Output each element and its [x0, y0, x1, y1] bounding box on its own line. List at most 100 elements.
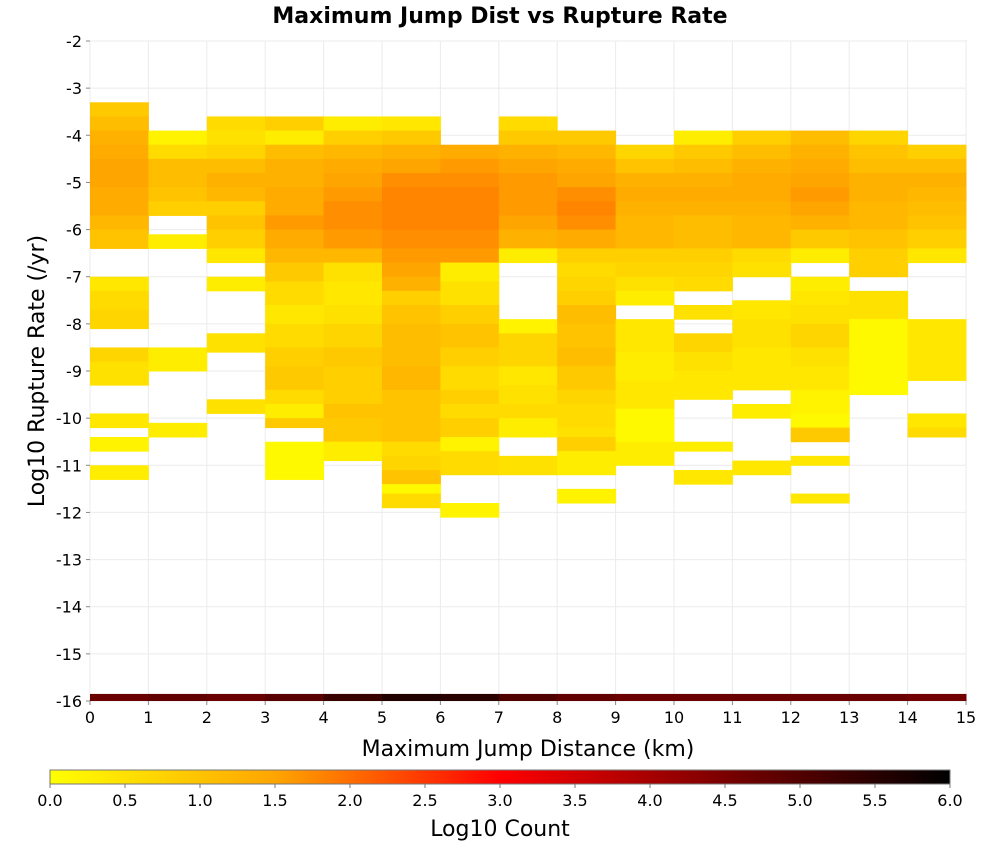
baseline-cell [265, 693, 325, 701]
heatmap-cell [382, 130, 441, 146]
heatmap-cell [323, 173, 383, 188]
heatmap-cell [615, 229, 675, 249]
heatmap-cell [382, 389, 441, 405]
chart-title: Maximum Jump Dist vs Rupture Rate [272, 4, 727, 29]
heatmap-cell [790, 201, 850, 216]
y-tick-label: -11 [56, 456, 82, 475]
heatmap-cell [790, 187, 850, 202]
heatmap-cell [206, 215, 266, 231]
heatmap-cell [323, 248, 383, 264]
heatmap-cell [206, 158, 266, 174]
baseline-cell [206, 693, 266, 701]
heatmap-cell [90, 347, 149, 363]
heatmap-cell [907, 248, 967, 264]
heatmap-cell [90, 276, 149, 292]
heatmap-cell [498, 116, 558, 132]
heatmap-cell [674, 248, 733, 264]
heatmap-cell [615, 262, 675, 278]
y-tick-label: -16 [56, 692, 82, 711]
heatmap-cell [907, 215, 967, 231]
heatmap-cell [323, 404, 383, 419]
heatmap-cell [732, 319, 792, 348]
x-tick-label: 14 [897, 708, 917, 727]
heatmap-cell [440, 389, 500, 405]
heatmap-cell [323, 347, 383, 367]
x-tick-label: 11 [722, 708, 742, 727]
heatmap-cell [498, 333, 558, 367]
heatmap-cell [557, 276, 617, 292]
heatmap-cell [498, 130, 558, 146]
heatmap-cell [206, 144, 266, 160]
heatmap-cell [615, 276, 675, 292]
heatmap-cell [265, 158, 325, 174]
heatmap-cell [148, 347, 208, 372]
heatmap-cell [90, 290, 149, 311]
heatmap-cell [849, 229, 909, 249]
heatmap-cell [674, 187, 733, 202]
heatmap-cell [557, 201, 617, 216]
heatmap-cell [382, 493, 441, 509]
x-tick-label: 6 [435, 708, 445, 727]
heatmap-cell [557, 215, 617, 231]
heatmap-cell [206, 187, 266, 202]
heatmap-cell [440, 281, 500, 306]
y-tick-label: -15 [56, 645, 82, 664]
heatmap-cell [382, 290, 441, 306]
heatmap-cell [790, 305, 850, 325]
heatmap-cell [790, 173, 850, 188]
heatmap-cell [382, 215, 441, 231]
heatmap-cell [732, 187, 792, 202]
heatmap-cell [790, 248, 850, 264]
heatmap-cell [615, 352, 675, 381]
x-tick-label: 8 [552, 708, 562, 727]
heatmap-cell [265, 418, 325, 429]
heatmap-cell [557, 144, 617, 160]
heatmap-cell [206, 130, 266, 146]
heatmap-cell [206, 333, 266, 353]
heatmap-cell [323, 116, 383, 132]
heatmap-cell [148, 187, 208, 202]
heatmap-cell [323, 366, 383, 391]
heatmap-cell [382, 305, 441, 325]
heatmap-cell [907, 427, 967, 438]
heatmap-cell [498, 229, 558, 249]
heatmap-cell [674, 470, 733, 485]
heatmap-cell [907, 319, 967, 353]
heatmap-cell [557, 488, 617, 504]
heatmap-cell [557, 262, 617, 278]
heatmap-cell [557, 323, 617, 348]
x-tick-label: 10 [664, 708, 684, 727]
heatmap-cell [90, 144, 149, 160]
heatmap-cell [498, 158, 558, 174]
heatmap-cell [382, 323, 441, 348]
baseline-cell [615, 693, 675, 701]
heatmap-cell [907, 229, 967, 249]
heatmap-cell [732, 158, 792, 174]
colorbar-tick-label: 6.0 [937, 791, 962, 810]
y-tick-label: -7 [66, 268, 82, 287]
heatmap-cell [615, 408, 675, 443]
heatmap-cell [732, 404, 792, 419]
heatmap-cell [790, 130, 850, 146]
heatmap-cell [615, 441, 675, 466]
heatmap-cell [206, 248, 266, 264]
heatmap-cell [382, 248, 441, 264]
baseline-cell [907, 693, 967, 701]
heatmap-cell [382, 347, 441, 367]
heatmap-cell [90, 361, 149, 386]
heatmap-cell [265, 215, 325, 231]
heatmap-cell [849, 130, 909, 146]
heatmap-cell [790, 413, 850, 429]
heatmap-cell [206, 276, 266, 292]
x-tick-label: 0 [85, 708, 95, 727]
baseline-strip [90, 693, 967, 701]
heatmap-cell [674, 276, 733, 292]
heatmap-cell [265, 201, 325, 216]
colorbar-tick-label: 1.5 [262, 791, 287, 810]
heatmap-cell [440, 418, 500, 438]
colorbar-tick-label: 3.0 [487, 791, 512, 810]
heatmap-cell [557, 290, 617, 306]
heatmap-cell [440, 248, 500, 264]
y-axis-label: Log10 Rupture Rate (/yr) [25, 235, 50, 507]
heatmap-cell [790, 493, 850, 504]
